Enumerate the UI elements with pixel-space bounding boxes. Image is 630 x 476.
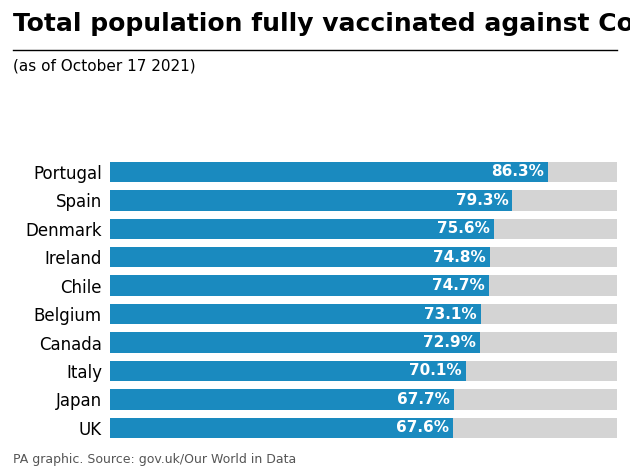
Bar [110,332,480,353]
Bar [110,361,617,381]
Bar [110,247,490,268]
Bar [110,218,617,239]
Bar [110,190,617,210]
Text: 74.7%: 74.7% [432,278,485,293]
Bar [110,304,617,324]
Bar [110,417,617,438]
Text: 74.8%: 74.8% [433,250,486,265]
Text: 67.7%: 67.7% [397,392,450,407]
Text: 79.3%: 79.3% [455,193,508,208]
Bar [110,247,617,268]
Bar [110,162,617,182]
Bar [110,162,548,182]
Bar [110,332,617,353]
Bar [110,218,494,239]
Text: (as of October 17 2021): (as of October 17 2021) [13,58,195,73]
Bar [110,304,481,324]
Bar [110,417,453,438]
Bar [110,389,454,410]
Text: 67.6%: 67.6% [396,420,449,436]
Text: Total population fully vaccinated against Covid-19: Total population fully vaccinated agains… [13,12,630,36]
Text: PA graphic. Source: gov.uk/Our World in Data: PA graphic. Source: gov.uk/Our World in … [13,453,296,466]
Text: 75.6%: 75.6% [437,221,490,236]
Bar [110,276,489,296]
Text: 86.3%: 86.3% [491,164,544,179]
Text: 73.1%: 73.1% [424,307,477,322]
Bar [110,190,512,210]
Bar [110,276,617,296]
Bar [110,361,466,381]
Bar [110,389,617,410]
Text: 70.1%: 70.1% [409,364,462,378]
Text: 72.9%: 72.9% [423,335,476,350]
